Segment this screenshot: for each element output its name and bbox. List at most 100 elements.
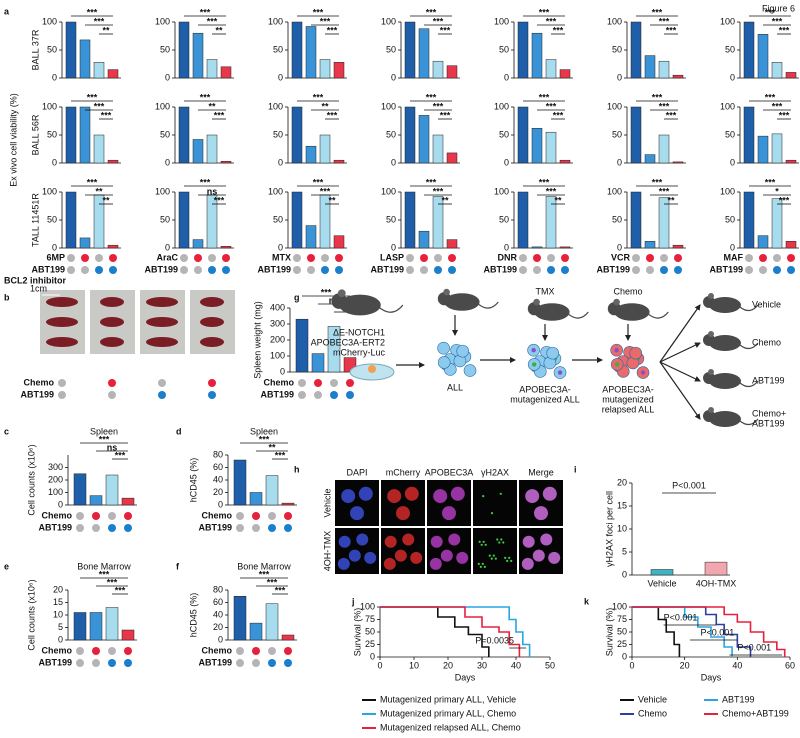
y-tick-label: 10 <box>53 609 63 619</box>
y-tick-label: 50 <box>47 214 57 224</box>
nucleus <box>548 551 561 564</box>
mouse-body <box>709 297 741 313</box>
nucleus <box>404 486 419 501</box>
foci <box>492 554 495 557</box>
y-tick-label: 50 <box>160 214 170 224</box>
treatment-dot <box>76 659 84 667</box>
bar <box>517 191 529 249</box>
treatment-dot <box>298 391 306 399</box>
mouse-ear <box>708 331 714 337</box>
significance-label: ** <box>102 25 110 35</box>
y-tick-label: 25 <box>617 639 627 649</box>
x-tick-label: 0 <box>629 660 634 670</box>
mouse-head <box>607 302 622 316</box>
drug-label: DNR <box>498 252 518 262</box>
nucleus <box>387 489 402 504</box>
significance-label: *** <box>200 92 211 102</box>
step-label: TMX <box>536 286 555 296</box>
micrograph <box>473 480 517 526</box>
bar <box>757 34 769 79</box>
y-tick-label: 50 <box>617 626 627 636</box>
treatment-dot <box>561 254 569 262</box>
bar <box>281 634 295 641</box>
row-label: BALL 37R <box>30 29 40 70</box>
spleen <box>200 297 224 307</box>
significance-label: *** <box>275 450 286 460</box>
treatment-label: Chemo <box>41 645 72 655</box>
treatment-dot <box>646 254 654 262</box>
spleen <box>200 317 224 327</box>
treatment-dot <box>448 254 456 262</box>
foci <box>508 556 511 560</box>
mouse-body <box>444 293 480 311</box>
bar <box>743 106 755 164</box>
bar <box>743 191 755 249</box>
y-tick-label: 0 <box>52 72 57 82</box>
significance-label: *** <box>433 186 444 196</box>
y-tick-label: 40 <box>213 474 223 484</box>
mouse-tail <box>739 380 759 388</box>
y-tick-label: 100 <box>268 186 283 196</box>
bar <box>404 191 416 249</box>
nucleus <box>396 506 410 521</box>
treatment-dot <box>787 266 795 274</box>
y-tick-label: 5 <box>58 622 63 632</box>
bar <box>206 59 218 79</box>
treatment-dot <box>448 266 456 274</box>
mouse-head <box>703 410 715 422</box>
bar <box>291 191 303 249</box>
treatment-dot <box>674 254 682 262</box>
bar <box>785 241 797 249</box>
arm-label: ABT199 <box>752 418 785 428</box>
significance-label: *** <box>321 287 332 297</box>
bar <box>319 59 331 79</box>
construct-label: APOBEC3A-ERT2 <box>311 337 385 347</box>
y-tick-label: 50 <box>612 129 622 139</box>
micrograph <box>473 528 517 574</box>
treatment-dot <box>222 254 230 262</box>
treatment-dot <box>252 647 260 655</box>
bar <box>107 159 119 164</box>
treatment-dot <box>307 254 315 262</box>
mutation-mark <box>531 362 537 367</box>
panel-letter: h <box>294 464 300 474</box>
treatment-dot <box>194 254 202 262</box>
drug-label: MAF <box>724 252 744 262</box>
significance-label: *** <box>327 25 338 35</box>
y-tick-label: 0 <box>165 157 170 167</box>
panel-letter: b <box>4 292 10 302</box>
treatment-dot <box>268 512 276 520</box>
significance-label: *** <box>426 177 437 187</box>
treatment-dot <box>533 254 541 262</box>
foci <box>498 541 501 544</box>
treatment-dot <box>76 647 84 655</box>
treatment-dot <box>533 266 541 274</box>
bar <box>265 603 279 641</box>
nucleus <box>430 535 443 548</box>
treatment-dot <box>284 659 292 667</box>
significance-label: *** <box>214 110 225 120</box>
significance-label: *** <box>107 577 118 587</box>
treatment-dot <box>67 254 75 262</box>
arrow <box>659 361 701 420</box>
y-tick-label: 100 <box>607 16 622 26</box>
y-tick-label: 100 <box>381 16 396 26</box>
y-tick-label: 0 <box>622 651 627 661</box>
significance-label: ** <box>328 195 336 205</box>
bar <box>249 492 263 506</box>
mutation-mark <box>531 347 536 353</box>
legend-label: Mutagenized primary ALL, Vehicle <box>380 694 516 704</box>
significance-label: *** <box>433 101 444 111</box>
significance-label: *** <box>94 101 105 111</box>
bar <box>545 131 557 164</box>
spleen <box>100 317 124 327</box>
bar <box>644 154 656 164</box>
y-tick-label: 50 <box>365 626 375 636</box>
treatment-dot <box>745 254 753 262</box>
x-tick-label: 20 <box>680 660 690 670</box>
y-tick-label: 100 <box>268 101 283 111</box>
p-value: P=0.0035 <box>475 635 514 645</box>
treatment-dot <box>773 254 781 262</box>
bar <box>418 115 430 164</box>
